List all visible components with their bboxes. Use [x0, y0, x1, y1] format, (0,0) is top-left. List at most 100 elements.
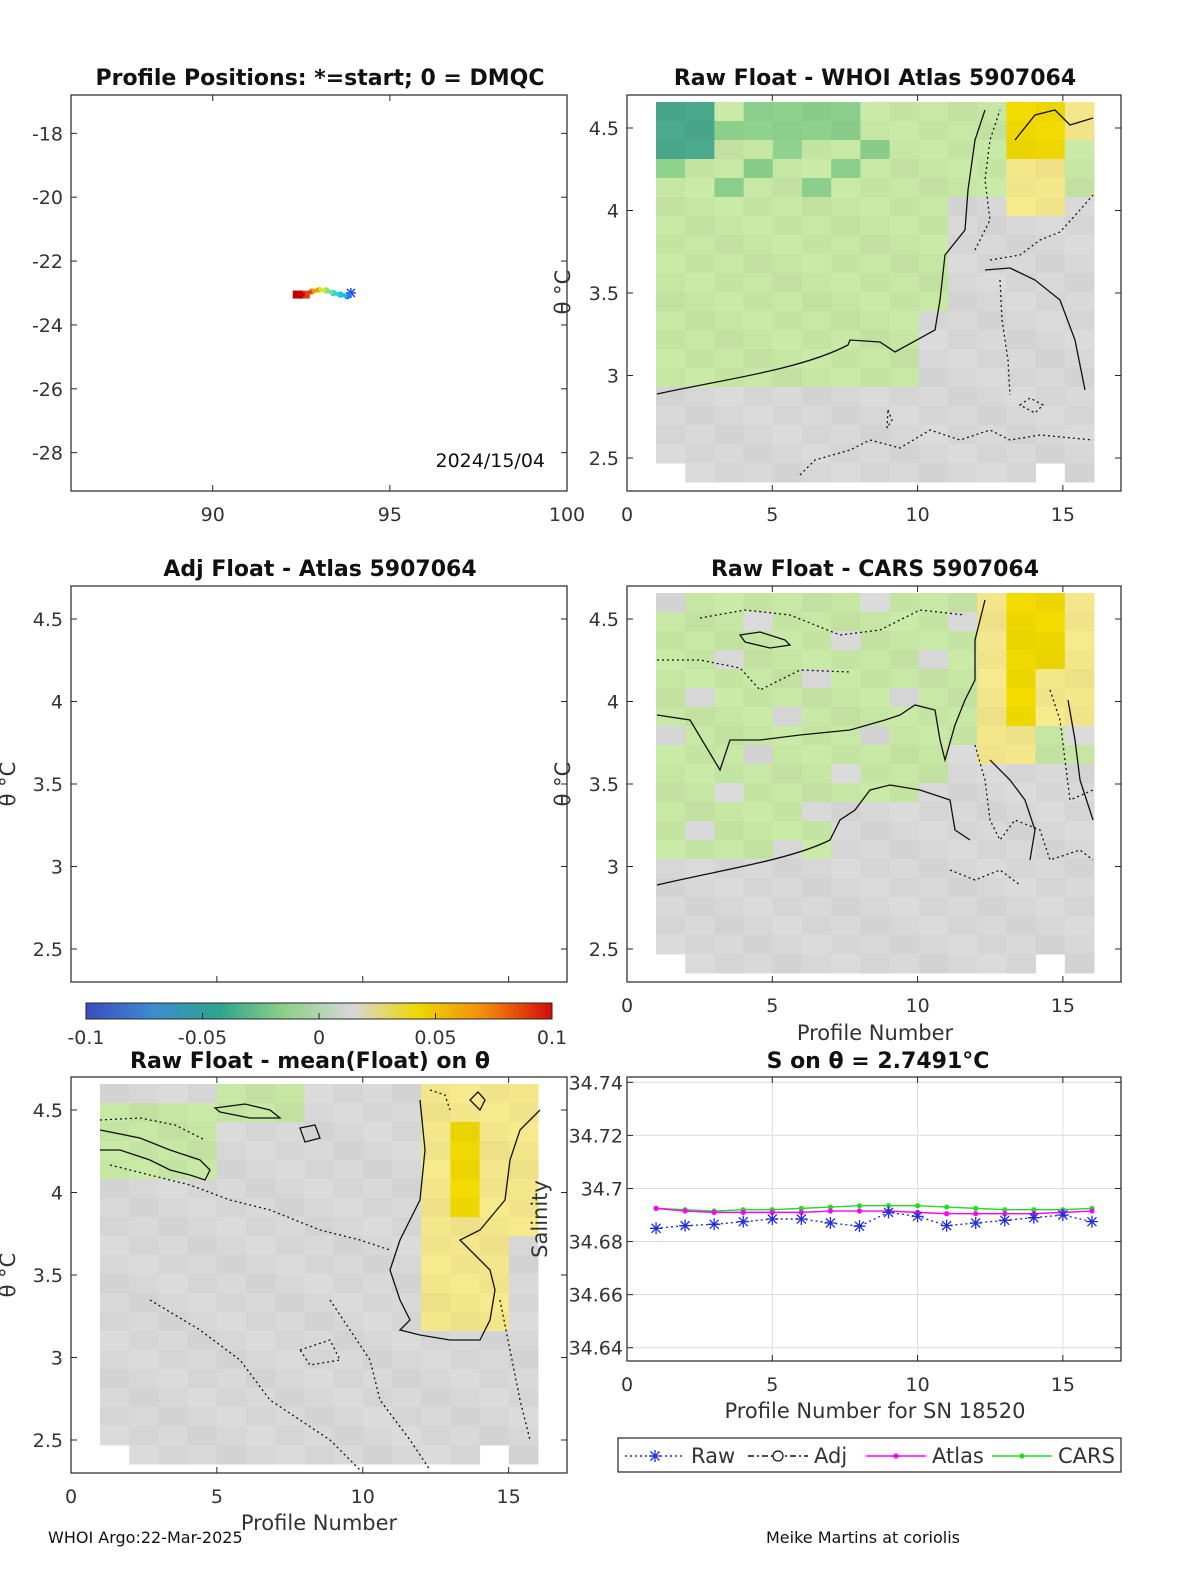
data-point-cars: [973, 1205, 979, 1211]
heatmap-cell: [421, 1217, 451, 1237]
heatmap-cell: [100, 1388, 130, 1408]
heatmap-cell: [450, 1388, 481, 1408]
heatmap-cell: [714, 669, 745, 689]
y-tick-label: -26: [32, 379, 63, 401]
heatmap-cell: [918, 954, 949, 974]
heatmap-cell: [948, 140, 978, 160]
heatmap-cell: [508, 1084, 539, 1104]
heatmap-cell: [802, 859, 832, 879]
heatmap-cell: [1006, 821, 1037, 841]
heatmap-cell: [685, 954, 715, 974]
heatmap-cell: [948, 406, 978, 426]
heatmap-cell: [948, 878, 978, 898]
heatmap-cell: [948, 859, 978, 879]
heatmap-cell: [743, 121, 774, 141]
heatmap-cell: [889, 444, 920, 464]
heatmap-cell: [304, 1293, 335, 1313]
heatmap-cell: [802, 745, 832, 765]
heatmap-cell: [1035, 897, 1066, 917]
heatmap-cell: [304, 1331, 335, 1351]
heatmap-cell: [802, 840, 832, 860]
heatmap-cell: [508, 1293, 539, 1313]
heatmap-cell: [918, 159, 949, 179]
heatmap-cell: [479, 1388, 510, 1408]
heatmap-cell: [479, 1160, 510, 1180]
heatmap-cell: [392, 1350, 422, 1370]
heatmap-cell: [977, 406, 1007, 426]
heatmap-cell: [889, 197, 920, 217]
heatmap-cell: [743, 216, 774, 236]
heatmap-cell: [1006, 688, 1037, 708]
heatmap-cell: [100, 1255, 130, 1275]
heatmap-cell: [333, 1160, 364, 1180]
heatmap-cell: [714, 349, 745, 369]
heatmap-cell: [362, 1217, 393, 1237]
data-point-atlas: [682, 1208, 688, 1214]
heatmap-cell: [743, 707, 774, 727]
heatmap-cell: [187, 1293, 218, 1313]
heatmap-cell: [918, 745, 949, 765]
heatmap-cell: [685, 387, 715, 407]
heatmap-cell: [714, 935, 745, 955]
heatmap-cell: [421, 1141, 451, 1161]
heatmap-cell: [772, 197, 803, 217]
data-point-raw: [679, 1219, 692, 1232]
heatmap-cell: [1006, 935, 1037, 955]
heatmap-cell: [714, 159, 745, 179]
x-tick-label: 5: [766, 1374, 778, 1396]
ylabel-adj-atlas: θ °C: [0, 762, 20, 807]
heatmap-cell: [158, 1407, 189, 1427]
heatmap-cell: [656, 368, 686, 388]
data-point-atlas: [1002, 1211, 1008, 1217]
contours-whoi-atlas: [656, 109, 1094, 476]
heatmap-cell: [450, 1274, 481, 1294]
heatmap-cell: [421, 1369, 451, 1389]
contour-line: [213, 1103, 282, 1119]
y-tick-label: 2.5: [33, 1430, 63, 1452]
y-tick-label: 34.64: [569, 1338, 623, 1360]
heatmap-cell: [948, 650, 978, 670]
heatmap-cell: [948, 102, 978, 122]
heatmap-cell: [1035, 140, 1066, 160]
heatmap-cell: [772, 368, 803, 388]
heatmap-cell: [508, 1388, 539, 1408]
heatmap-cell: [1035, 935, 1066, 955]
heatmap-cell: [831, 650, 861, 670]
heatmap-cell: [685, 140, 715, 160]
panel-salinity: S on θ = 2.7491°C 0 5 10 15 34.74 34.72 34.7 34…: [528, 1049, 1122, 1473]
heatmap-cell: [1006, 178, 1037, 198]
heatmap-cell: [187, 1312, 218, 1332]
data-point-raw: [940, 1219, 953, 1232]
colorbar-ticks: -0.1 -0.05 0 0.05 0.1: [67, 1013, 567, 1049]
heatmap-cell: [187, 1388, 218, 1408]
x-tick-label: 0: [621, 504, 633, 526]
heatmap-cell: [772, 954, 803, 974]
heatmap-cell: [1006, 292, 1037, 312]
heatmap-cell: [450, 1217, 481, 1237]
heatmap-cell: [860, 349, 891, 369]
heatmap-cell: [129, 1103, 159, 1123]
heatmap-cell: [1006, 726, 1037, 746]
heatmap-cell: [450, 1179, 481, 1199]
heatmap-cell: [421, 1388, 451, 1408]
heatmap-cell: [772, 121, 803, 141]
heatmap-cell: [304, 1122, 335, 1142]
heatmap-cell: [246, 1084, 276, 1104]
heatmap-cell: [479, 1293, 510, 1313]
colorbar-tick-label: 0.1: [537, 1027, 567, 1049]
heatmap-cell: [656, 859, 686, 879]
heatmap-cell: [918, 916, 949, 936]
heatmap-cell: [948, 425, 978, 445]
heatmap-cell: [860, 840, 891, 860]
heatmap-cell: [450, 1369, 481, 1389]
heatmap-cell: [860, 707, 891, 727]
heatmap-cell: [860, 916, 891, 936]
heatmap-cell: [685, 897, 715, 917]
heatmap-cell: [889, 178, 920, 198]
heatmap-cell: [889, 783, 920, 803]
heatmap-cell: [977, 102, 1007, 122]
heatmap-cell: [889, 140, 920, 160]
heatmap-cell: [685, 593, 715, 613]
heatmap-cell: [889, 878, 920, 898]
date-annotation: 2024/15/04: [435, 450, 545, 472]
